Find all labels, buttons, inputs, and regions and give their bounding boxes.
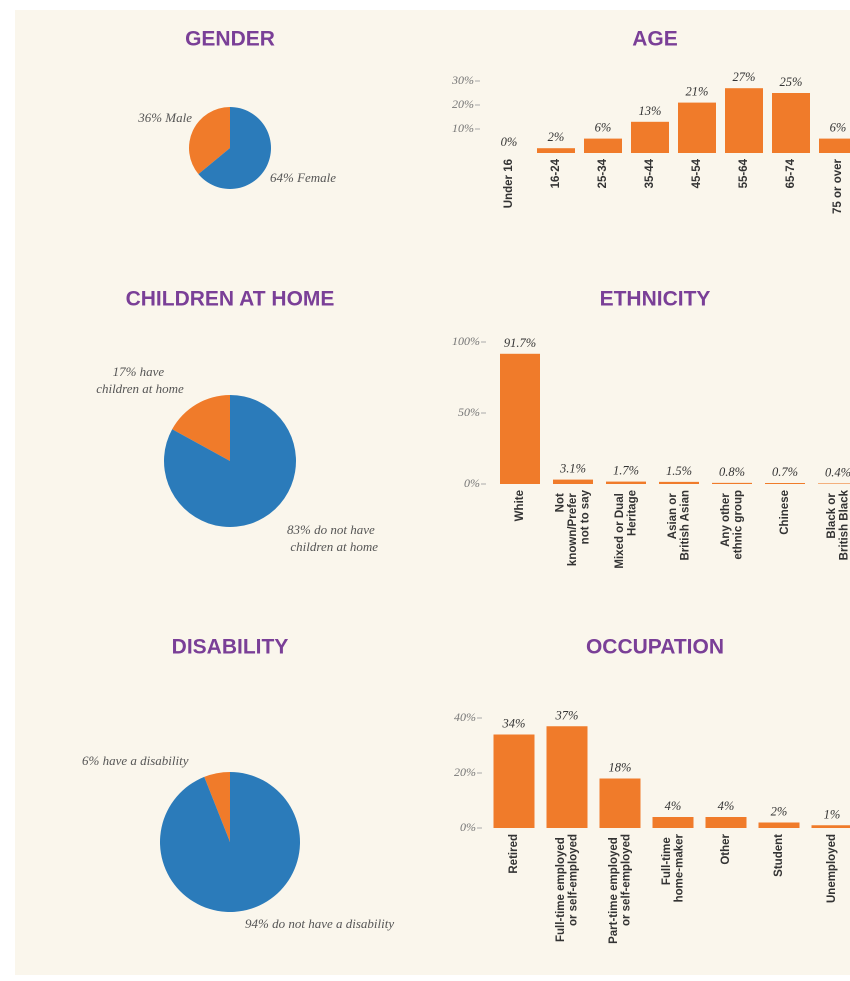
bar xyxy=(553,479,593,484)
x-tick-label: White xyxy=(514,490,526,521)
x-tick-label: Black or British Black xyxy=(826,489,850,560)
value-label: 4% xyxy=(718,799,735,813)
value-label: 2% xyxy=(771,805,788,819)
bar xyxy=(772,93,810,153)
value-label: 27% xyxy=(733,70,756,84)
value-label: 0.8% xyxy=(719,465,745,479)
value-label: 1.7% xyxy=(613,464,639,478)
y-tick-label: 20% xyxy=(452,97,474,111)
x-tick-label: 75 or over xyxy=(832,158,844,213)
bar xyxy=(659,481,699,484)
bar xyxy=(584,138,622,153)
value-label: 0.4% xyxy=(825,465,850,479)
bar xyxy=(705,817,747,828)
bar xyxy=(765,483,805,484)
y-tick-label: 0% xyxy=(460,820,476,834)
slice-label: 6% have a disability xyxy=(82,753,189,768)
x-tick-label: Asian or British Asian xyxy=(667,490,692,561)
x-tick-label: 25-34 xyxy=(597,158,609,188)
value-label: 6% xyxy=(595,121,612,135)
pie-slice xyxy=(172,395,230,461)
bar xyxy=(652,817,694,828)
chart-title: ETHNICITY xyxy=(600,288,711,311)
slice-label: 94% do not have a disability xyxy=(245,916,394,931)
bar xyxy=(819,138,850,153)
background xyxy=(15,10,850,975)
pie-slice xyxy=(164,395,296,528)
x-tick-label: Full-time home-maker xyxy=(661,833,686,902)
y-tick-label: 0% xyxy=(464,476,480,490)
x-tick-label: Mixed or Dual Heritage xyxy=(614,490,639,569)
bar xyxy=(493,734,535,828)
pie-slice xyxy=(188,107,230,175)
x-tick-label: 65-74 xyxy=(785,158,797,188)
x-tick-label: 35-44 xyxy=(644,158,656,188)
x-tick-label: Other xyxy=(720,833,732,864)
value-label: 6% xyxy=(830,121,847,135)
value-label: 91.7% xyxy=(504,336,536,350)
x-tick-label: 55-64 xyxy=(738,158,750,188)
bar xyxy=(631,121,669,153)
value-label: 21% xyxy=(686,85,709,99)
bar xyxy=(678,102,716,153)
value-label: 0.7% xyxy=(772,465,798,479)
bar xyxy=(599,778,641,828)
pie-slice xyxy=(198,107,271,189)
y-tick-label: 40% xyxy=(454,710,476,724)
slice-label: 17% have children at home xyxy=(96,364,184,396)
x-tick-label: Unemployed xyxy=(826,834,838,903)
slice-label: 36% Male xyxy=(137,110,192,125)
bar xyxy=(725,88,763,153)
y-tick-label: 50% xyxy=(458,405,480,419)
chart-title: AGE xyxy=(632,28,678,51)
bar xyxy=(758,822,800,828)
x-tick-label: Not known/Prefer not to say xyxy=(555,489,592,566)
y-tick-label: 30% xyxy=(451,73,474,87)
x-tick-label: Retired xyxy=(508,834,520,874)
y-tick-label: 20% xyxy=(454,765,476,779)
x-tick-label: Any other ethnic group xyxy=(720,490,745,560)
bar xyxy=(712,482,752,484)
value-label: 18% xyxy=(609,761,632,775)
value-label: 3.1% xyxy=(559,462,586,476)
bar xyxy=(546,726,588,828)
chart-title: DISABILITY xyxy=(172,636,289,659)
y-tick-label: 100% xyxy=(452,334,480,348)
value-label: 0% xyxy=(501,135,518,149)
value-label: 2% xyxy=(548,130,565,144)
bar xyxy=(818,483,850,484)
pie-slice xyxy=(204,772,230,842)
bar xyxy=(811,825,850,828)
x-tick-label: Full-time employed or self-employed xyxy=(555,834,580,942)
y-tick-label: 10% xyxy=(452,121,474,135)
pie-slice xyxy=(160,771,301,912)
bar xyxy=(606,481,646,484)
value-label: 4% xyxy=(665,799,682,813)
x-tick-label: 45-54 xyxy=(691,158,703,188)
slice-label: 83% do not have children at home xyxy=(287,522,378,554)
slice-label: 64% Female xyxy=(270,170,336,185)
value-label: 1% xyxy=(824,807,841,821)
value-label: 13% xyxy=(639,104,662,118)
chart-title: CHILDREN AT HOME xyxy=(126,288,335,311)
x-tick-label: Under 16 xyxy=(503,159,515,208)
chart-title: OCCUPATION xyxy=(586,636,724,659)
value-label: 37% xyxy=(555,708,579,722)
value-label: 25% xyxy=(780,75,803,89)
value-label: 34% xyxy=(502,717,526,731)
value-label: 1.5% xyxy=(666,464,692,478)
x-tick-label: Part-time employed or self-employed xyxy=(608,834,633,944)
chart-title: GENDER xyxy=(185,28,275,51)
bar xyxy=(537,148,575,153)
x-tick-label: Chinese xyxy=(779,490,791,535)
bar xyxy=(500,353,540,484)
x-tick-label: Student xyxy=(773,834,785,877)
x-tick-label: 16-24 xyxy=(550,158,562,188)
